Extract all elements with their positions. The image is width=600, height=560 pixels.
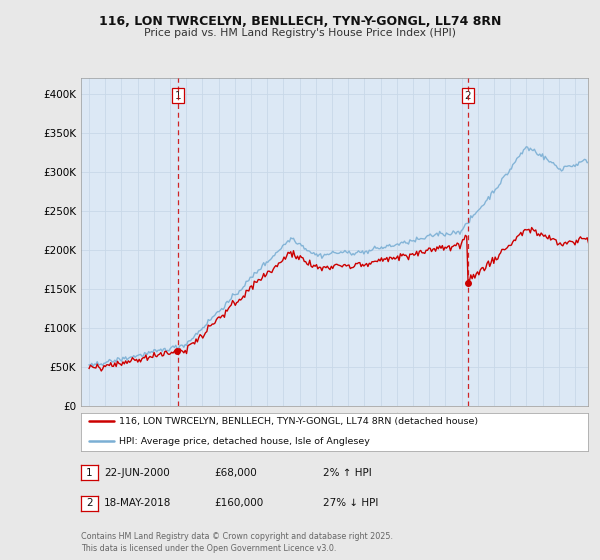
Text: 116, LON TWRCELYN, BENLLECH, TYN-Y-GONGL, LL74 8RN: 116, LON TWRCELYN, BENLLECH, TYN-Y-GONGL… [99,15,501,27]
Text: £160,000: £160,000 [215,498,264,508]
Text: HPI: Average price, detached house, Isle of Anglesey: HPI: Average price, detached house, Isle… [119,437,370,446]
Text: 2% ↑ HPI: 2% ↑ HPI [323,468,371,478]
Text: 1: 1 [86,468,93,478]
Text: 18-MAY-2018: 18-MAY-2018 [104,498,171,508]
Text: 22-JUN-2000: 22-JUN-2000 [104,468,170,478]
Text: 1: 1 [175,91,181,101]
Text: Contains HM Land Registry data © Crown copyright and database right 2025.
This d: Contains HM Land Registry data © Crown c… [81,533,393,553]
Text: £68,000: £68,000 [215,468,257,478]
Text: 116, LON TWRCELYN, BENLLECH, TYN-Y-GONGL, LL74 8RN (detached house): 116, LON TWRCELYN, BENLLECH, TYN-Y-GONGL… [119,417,478,426]
Text: 2: 2 [86,498,93,508]
Text: 2: 2 [464,91,471,101]
Text: Price paid vs. HM Land Registry's House Price Index (HPI): Price paid vs. HM Land Registry's House … [144,28,456,38]
Text: 27% ↓ HPI: 27% ↓ HPI [323,498,378,508]
